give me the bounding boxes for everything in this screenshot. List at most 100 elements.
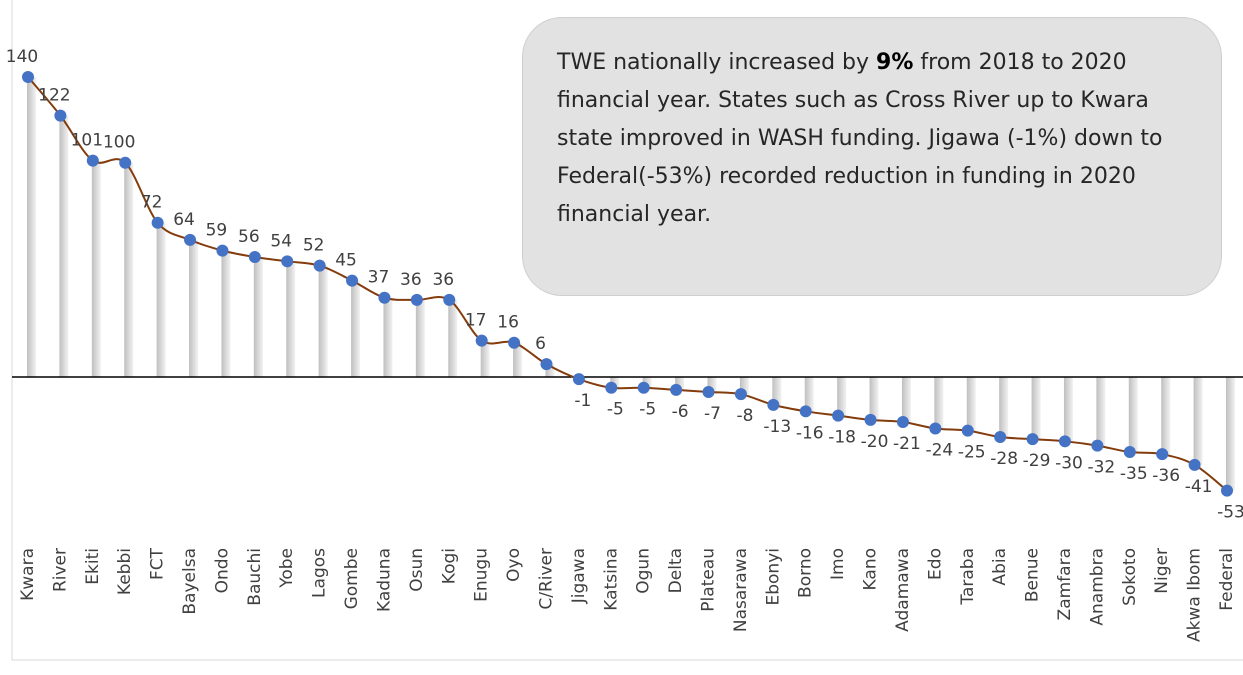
marker <box>281 255 294 268</box>
marker <box>1188 458 1201 471</box>
x-tick-label: Kogi <box>439 548 459 584</box>
drop-line <box>286 261 296 378</box>
marker <box>1221 484 1233 497</box>
x-tick-label: Zamfara <box>1055 548 1075 620</box>
x-tick-label: Niger <box>1152 548 1172 594</box>
data-label: 122 <box>38 86 70 106</box>
drop-line <box>675 377 685 390</box>
drop-line <box>383 297 393 378</box>
marker <box>799 405 812 418</box>
drop-line <box>1063 377 1073 442</box>
data-label: -25 <box>958 443 986 463</box>
data-label: 36 <box>400 270 422 290</box>
x-tick-label: Jigawa <box>569 548 589 604</box>
marker <box>86 154 99 167</box>
drop-line <box>1161 377 1171 455</box>
x-tick-label: Kaduna <box>374 548 394 612</box>
marker <box>702 386 715 399</box>
annotation-text: from 2018 to 2020 financial year. States… <box>557 50 1163 227</box>
drop-line <box>1128 377 1138 453</box>
x-tick-label: Imo <box>828 548 848 580</box>
data-label: 17 <box>465 311 487 331</box>
data-label: -53 <box>1217 503 1243 523</box>
x-tick-label: Ebonyi <box>763 548 783 606</box>
data-label: 6 <box>535 334 546 354</box>
drop-line <box>415 299 425 378</box>
marker <box>508 336 521 349</box>
data-label: -20 <box>861 432 889 452</box>
x-tick-label: Taraba <box>958 548 978 606</box>
annotation-highlight: 9% <box>876 50 914 75</box>
data-label: -36 <box>1152 466 1180 486</box>
data-label: 54 <box>270 231 292 251</box>
x-tick-label: Lagos <box>310 548 330 598</box>
annotation-text: TWE nationally increased by <box>557 50 877 75</box>
marker <box>994 431 1007 444</box>
chart-border <box>11 0 1243 661</box>
x-tick-label: FCT <box>148 547 168 580</box>
data-label: 72 <box>141 193 163 213</box>
marker <box>410 293 423 306</box>
data-label: -16 <box>796 423 824 443</box>
data-label: 140 <box>6 47 38 67</box>
x-tick-label: Abia <box>990 548 1010 586</box>
data-label: -6 <box>672 402 689 422</box>
data-label: 37 <box>368 268 390 288</box>
drop-line <box>351 280 361 378</box>
drop-line <box>1031 377 1041 440</box>
drop-line <box>642 377 652 388</box>
data-label: -35 <box>1120 464 1148 484</box>
marker <box>151 216 164 229</box>
x-tick-label: Sokoto <box>1120 548 1140 606</box>
marker <box>961 424 974 437</box>
drop-line <box>318 265 328 378</box>
data-label: 52 <box>303 236 325 256</box>
drop-line <box>901 377 911 423</box>
marker <box>54 109 67 122</box>
drop-line <box>253 257 263 378</box>
x-tick-label: Yobe <box>277 548 297 589</box>
drop-line <box>221 250 231 378</box>
marker <box>1058 435 1071 448</box>
data-label: -29 <box>1023 451 1051 471</box>
data-label: -8 <box>736 406 753 426</box>
x-tick-label: Plateau <box>699 548 719 612</box>
drop-line <box>91 160 101 378</box>
x-tick-label: River <box>50 548 70 592</box>
drop-line <box>124 162 134 378</box>
data-label: -32 <box>1087 458 1115 478</box>
marker <box>248 251 261 264</box>
marker <box>734 388 747 401</box>
x-tick-label: Oyo <box>504 548 524 582</box>
data-label: -24 <box>925 440 953 460</box>
drop-line <box>772 377 782 405</box>
drop-line <box>189 239 199 378</box>
marker <box>443 293 456 306</box>
marker <box>767 398 780 411</box>
drop-line <box>966 377 976 431</box>
x-tick-label: Ondo <box>212 548 232 593</box>
annotation: TWE nationally increased by 9% from 2018… <box>522 17 1222 296</box>
marker <box>896 416 909 429</box>
drop-line <box>1096 377 1106 446</box>
marker <box>540 358 553 371</box>
x-tick-label: Katsina <box>601 548 621 611</box>
data-label: 16 <box>497 313 519 333</box>
x-tick-label: Akwa Ibom <box>1185 548 1205 642</box>
marker <box>378 291 391 304</box>
marker <box>475 334 488 347</box>
drop-line <box>1193 377 1203 465</box>
data-label: 59 <box>206 221 228 241</box>
marker <box>929 422 942 435</box>
x-tick-label: Gombe <box>342 548 362 609</box>
x-tick-label: Ekiti <box>83 548 103 585</box>
data-label: 101 <box>71 131 103 151</box>
x-tick-label: Osun <box>407 548 427 592</box>
marker <box>832 409 845 422</box>
drop-line <box>934 377 944 429</box>
data-label: -30 <box>1055 453 1083 473</box>
data-label: -41 <box>1185 477 1213 497</box>
drop-line <box>27 77 36 378</box>
marker <box>346 274 359 287</box>
